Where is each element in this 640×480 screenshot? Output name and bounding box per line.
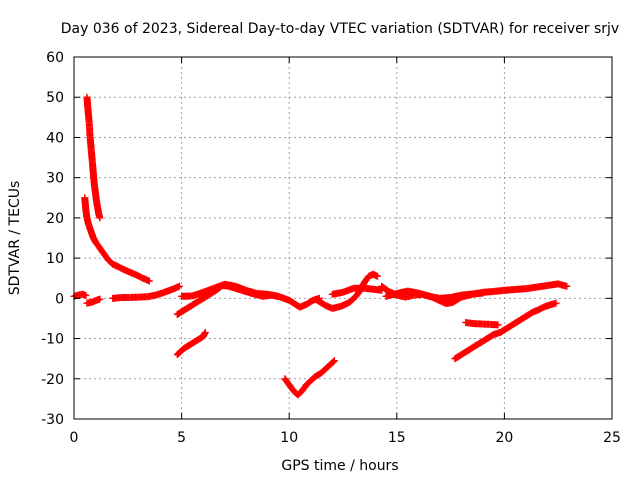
y-tick-label: 60 [46, 50, 64, 66]
series-arc-f [173, 281, 323, 318]
data-marker-trail [282, 358, 337, 398]
x-tick-labels: 0 5 10 15 20 25 [70, 430, 621, 446]
y-tick-label: -10 [41, 332, 64, 348]
y-tick-label: 10 [46, 251, 64, 267]
series-arc-n [451, 299, 560, 363]
chart-title: Day 036 of 2023, Sidereal Day-to-day VTE… [61, 21, 619, 37]
x-tick-label: 25 [603, 430, 621, 446]
series-arc-j [313, 270, 381, 312]
x-tick-label: 5 [177, 430, 186, 446]
data-marker-trail [452, 300, 559, 362]
series-arc-h [173, 329, 209, 359]
y-tick-label: 40 [46, 130, 64, 146]
ticks [73, 56, 613, 420]
data-marker-trail [330, 284, 384, 298]
x-tick-label: 0 [70, 430, 79, 446]
data-marker-trail [110, 283, 182, 302]
plot-frame [73, 56, 613, 420]
y-tick-labels: -30 -20 -10 0 10 20 30 40 50 60 [41, 50, 64, 428]
y-tick-label: -20 [41, 372, 64, 388]
series-arc-i [281, 357, 338, 399]
x-tick-label: 20 [495, 430, 513, 446]
data-marker-trail [383, 287, 485, 302]
series-arc-e [109, 282, 183, 302]
series-arc-g [178, 280, 282, 300]
series-arc-d [83, 295, 104, 307]
data-marker-trail [71, 291, 89, 300]
y-tick-label: 20 [46, 211, 64, 227]
series-arc-m [382, 287, 487, 302]
y-tick-label: -30 [41, 412, 64, 428]
data-marker-trail [179, 281, 281, 300]
grid [74, 57, 612, 419]
series-arc-o [462, 318, 502, 329]
y-tick-label: 50 [46, 90, 64, 106]
data-marker-trail [174, 330, 209, 358]
series-arc-c [81, 194, 153, 285]
y-tick-label: 30 [46, 171, 64, 187]
y-tick-label: 0 [55, 291, 64, 307]
y-axis-label: SDTVAR / TECUs [7, 181, 23, 296]
data-marker-trail [84, 296, 103, 307]
data-marker-trail [83, 95, 103, 220]
data-marker-trail [463, 319, 501, 329]
data-series [70, 93, 571, 399]
data-marker-trail [81, 195, 152, 284]
x-tick-label: 10 [280, 430, 298, 446]
x-tick-label: 15 [388, 430, 406, 446]
series-arc-b [83, 93, 104, 222]
x-axis-label: GPS time / hours [281, 458, 398, 474]
